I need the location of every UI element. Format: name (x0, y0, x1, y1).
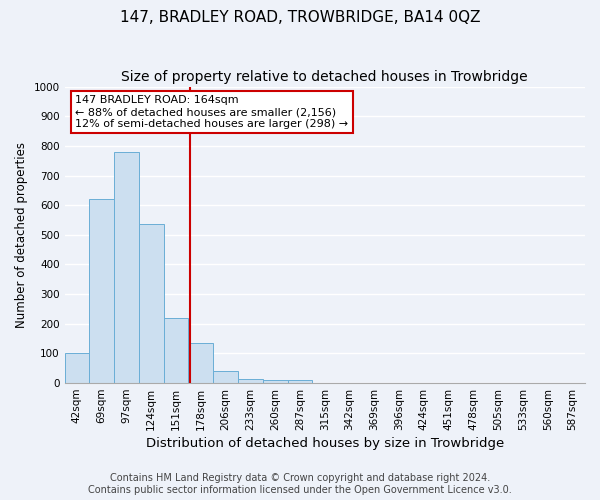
Text: Contains HM Land Registry data © Crown copyright and database right 2024.
Contai: Contains HM Land Registry data © Crown c… (88, 474, 512, 495)
Y-axis label: Number of detached properties: Number of detached properties (15, 142, 28, 328)
Bar (65, 354, 89, 383)
Bar (287, 380, 313, 383)
Bar (188, 343, 213, 383)
Bar (238, 378, 263, 383)
X-axis label: Distribution of detached houses by size in Trowbridge: Distribution of detached houses by size … (146, 437, 504, 450)
Text: 147, BRADLEY ROAD, TROWBRIDGE, BA14 0QZ: 147, BRADLEY ROAD, TROWBRIDGE, BA14 0QZ (120, 10, 480, 25)
Bar (114, 152, 139, 383)
Bar (263, 380, 287, 383)
Bar (89, 199, 114, 383)
Bar (213, 371, 238, 383)
Text: 147 BRADLEY ROAD: 164sqm
← 88% of detached houses are smaller (2,156)
12% of sem: 147 BRADLEY ROAD: 164sqm ← 88% of detach… (75, 96, 348, 128)
Title: Size of property relative to detached houses in Trowbridge: Size of property relative to detached ho… (121, 70, 528, 84)
Bar (164, 318, 188, 383)
Bar (139, 224, 164, 383)
